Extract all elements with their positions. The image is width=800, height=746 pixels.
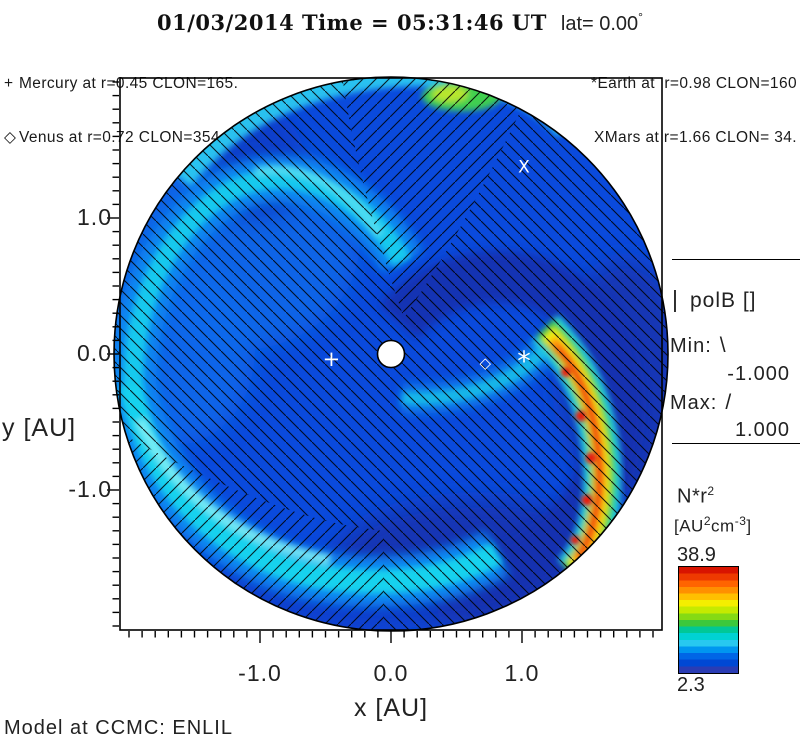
- polb-max-row: Max: /: [670, 391, 732, 415]
- venus-legend-row: ◇ Venus at r=0.72 CLON=354.: [4, 129, 238, 147]
- colorbar-min-value: 2.3: [677, 674, 705, 696]
- units-cm-exp: -3: [734, 514, 747, 528]
- mercury-marker-icon: +: [4, 75, 14, 92]
- y-axis-title: y [AU]: [2, 414, 77, 442]
- polb-bar-icon: |: [672, 286, 679, 312]
- title-latitude: lat= 0.00: [560, 13, 639, 35]
- polb-min-row: Min: \: [670, 334, 727, 358]
- ephemeris-left: + Mercury at r=0.45 CLON=165. ◇ Venus at r…: [4, 39, 238, 183]
- y-tick-label: 0.0: [77, 340, 112, 366]
- colorbar-units: [AU2cm-3]: [674, 514, 752, 537]
- earth-legend-text: Earth at r=0.98 CLON=160: [597, 75, 797, 92]
- density-field: [114, 77, 668, 631]
- y-tick-label: 1.0: [77, 204, 112, 230]
- polb-title-text: polB []: [689, 289, 757, 312]
- polb-min-value: -1.000: [727, 363, 790, 385]
- axis-ticks: [107, 81, 654, 643]
- negative-hatch-icon: \: [719, 334, 727, 357]
- venus-marker-icon: ◇: [4, 129, 17, 146]
- polb-panel-top-rule: [672, 259, 800, 260]
- y-tick-label: -1.0: [68, 476, 112, 502]
- earth-marker-icon: *: [591, 75, 598, 92]
- polb-max-value: 1.000: [734, 419, 790, 441]
- positive-polarity-hatch-top: [343, 77, 521, 318]
- polb-panel-title: | polB []: [672, 286, 757, 313]
- units-au-exp: 2: [703, 514, 712, 528]
- earth-legend-row: *Earth at r=0.98 CLON=160: [582, 75, 797, 93]
- positive-hatch-icon: /: [725, 391, 733, 414]
- venus-plot-marker: ◇: [480, 354, 492, 372]
- plot-title: 01/03/2014 Time = 05:31:46 UT lat= 0.00°: [0, 10, 800, 36]
- polb-panel-bottom-rule: [672, 443, 800, 444]
- polb-max-label: Max:: [670, 392, 718, 414]
- axes-frame: [119, 77, 663, 631]
- polb-min-label: Min:: [670, 335, 712, 357]
- mercury-plot-marker: +: [323, 347, 341, 371]
- mars-legend-row: XMars at r=1.66 CLON= 34.: [582, 129, 797, 147]
- model-credit: Model at CCMC: ENLIL: [4, 717, 233, 739]
- x-axis-title: x [AU]: [353, 694, 429, 722]
- colorbar-gradient: [678, 566, 739, 674]
- title-datetime: 01/03/2014 Time = 05:31:46 UT: [157, 10, 547, 35]
- venus-legend-text: Venus at r=0.72 CLON=354.: [19, 129, 225, 146]
- x-tick-label: 0.0: [373, 660, 409, 686]
- units-close: ]: [746, 516, 752, 536]
- mercury-legend-row: + Mercury at r=0.45 CLON=165.: [4, 75, 238, 93]
- x-tick-label: 1.0: [504, 660, 540, 686]
- mars-legend-text: Mars at r=1.66 CLON= 34.: [604, 129, 797, 146]
- degree-symbol: °: [638, 10, 643, 24]
- units-cm: cm: [711, 516, 735, 536]
- colorbar-max-value: 38.9: [677, 544, 716, 566]
- units-au: [AU: [674, 516, 704, 536]
- planet-markers: + ◇ * X: [323, 157, 531, 377]
- ephemeris-right: *Earth at r=0.98 CLON=160 XMars at r=1.6…: [582, 39, 797, 183]
- sun-marker: [376, 339, 406, 369]
- mercury-legend-text: Mercury at r=0.45 CLON=165.: [19, 75, 239, 92]
- earth-plot-marker: *: [517, 346, 531, 377]
- positive-polarity-hatch-bottom: [126, 436, 383, 631]
- x-tick-label: -1.0: [238, 660, 282, 686]
- mars-plot-marker: X: [518, 157, 530, 177]
- colorbar-quantity: N*r2: [677, 484, 715, 509]
- quantity-exponent: 2: [707, 484, 715, 498]
- mars-marker-icon: X: [594, 129, 605, 146]
- quantity-text: N*r: [677, 485, 708, 508]
